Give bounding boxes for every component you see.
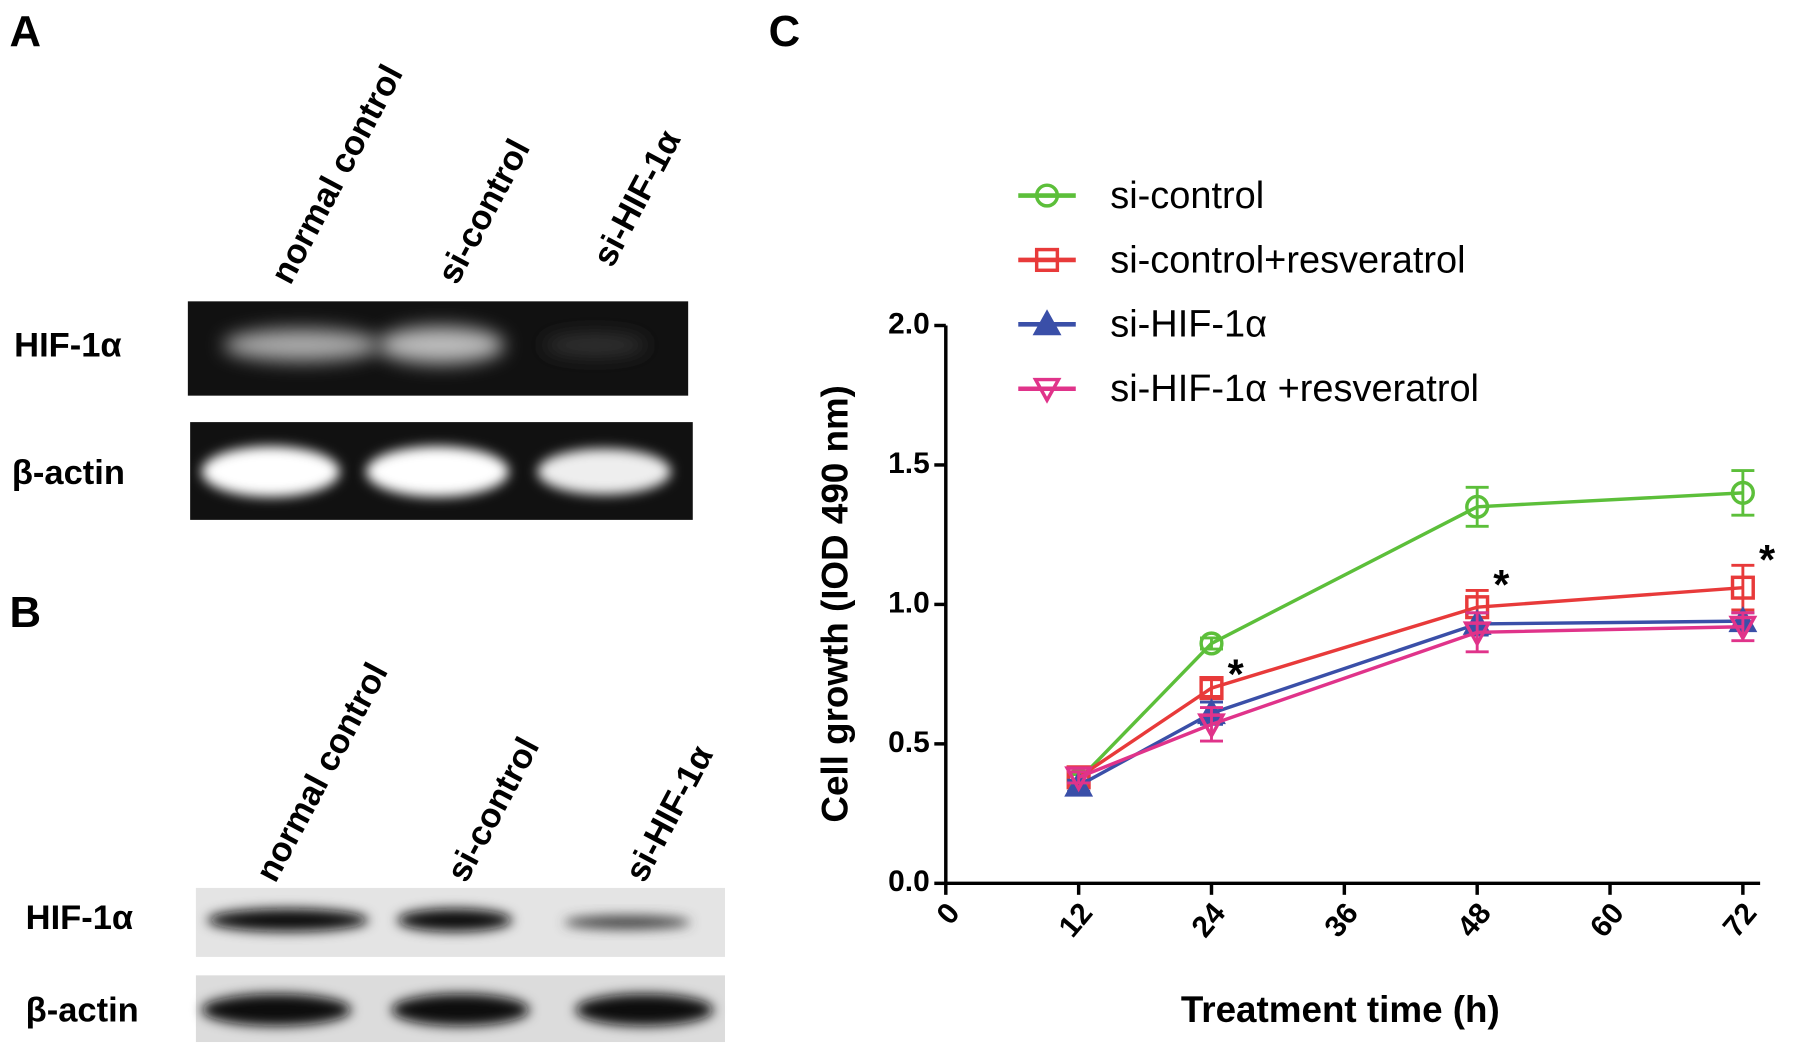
lane-label: si-HIF-1α <box>586 124 689 272</box>
legend-marker <box>1032 377 1062 404</box>
x-tick-label: 60 <box>1584 897 1631 944</box>
annotation: * <box>1493 562 1510 608</box>
series <box>1066 563 1755 790</box>
panel-label: C <box>769 7 801 56</box>
error-bar <box>1465 485 1489 528</box>
marker <box>1199 631 1224 656</box>
y-tick-label: 1.0 <box>888 586 930 619</box>
x-axis-title: Treatment time (h) <box>1181 989 1500 1030</box>
lane-label: normal control <box>264 59 411 290</box>
series-line <box>1077 619 1743 788</box>
marker <box>1465 494 1490 519</box>
y-tick-label: 1.5 <box>888 447 930 480</box>
lane-label: normal control <box>249 657 396 888</box>
series-line <box>1077 585 1743 779</box>
lane-label: si-control <box>430 133 537 290</box>
y-tick-label: 0.5 <box>888 726 930 759</box>
marker <box>1197 713 1226 740</box>
error-bar <box>1199 678 1223 698</box>
row-label: HIF-1α <box>14 326 121 364</box>
marker <box>1462 621 1492 648</box>
marker <box>1064 770 1094 797</box>
marker <box>1064 766 1094 793</box>
x-tick-label: 48 <box>1451 897 1498 944</box>
y-axis-title: Cell growth (IOD 490 nm) <box>814 385 855 823</box>
marker <box>1730 480 1755 505</box>
lane-label: si-HIF-1α <box>618 740 721 888</box>
row-label: β-actin <box>12 454 125 492</box>
series-line <box>1078 624 1743 779</box>
panel-label: B <box>10 588 42 637</box>
series-line <box>1077 491 1743 782</box>
x-tick-label: 36 <box>1318 897 1365 944</box>
y-tick-label: 0.0 <box>888 865 930 898</box>
legend-label: si-control+resveratrol <box>1110 239 1465 281</box>
marker <box>1728 615 1758 642</box>
series <box>1064 611 1758 793</box>
x-tick-label: 0 <box>930 897 966 931</box>
annotation: * <box>1759 537 1776 583</box>
series <box>1064 606 1758 797</box>
legend-marker <box>1032 309 1062 336</box>
annotation: * <box>1228 651 1245 697</box>
y-tick-label: 2.0 <box>888 307 930 340</box>
legend-marker <box>1034 247 1060 273</box>
legend-label: si-control <box>1110 175 1264 217</box>
gel-blot <box>187 301 693 520</box>
panel-label: A <box>10 7 42 56</box>
lane-label: si-control <box>440 731 547 888</box>
x-tick-label: 72 <box>1717 897 1764 944</box>
plot: 0.0 0.5 1.0 1.5 2.0 0 12 24 36 48 60 72 si-control si… <box>888 175 1776 944</box>
legend-marker <box>1034 183 1060 208</box>
error-bar <box>1731 469 1755 517</box>
x-tick-label: 24 <box>1185 897 1232 944</box>
row-label: β-actin <box>26 991 139 1029</box>
legend-label: si-HIF-1α +resveratrol <box>1110 368 1479 410</box>
legend-label: si-HIF-1α <box>1110 304 1267 346</box>
western-blot <box>195 887 725 1043</box>
marker <box>1730 575 1755 600</box>
row-label: HIF-1α <box>26 899 133 937</box>
x-tick-label: 12 <box>1053 897 1100 944</box>
